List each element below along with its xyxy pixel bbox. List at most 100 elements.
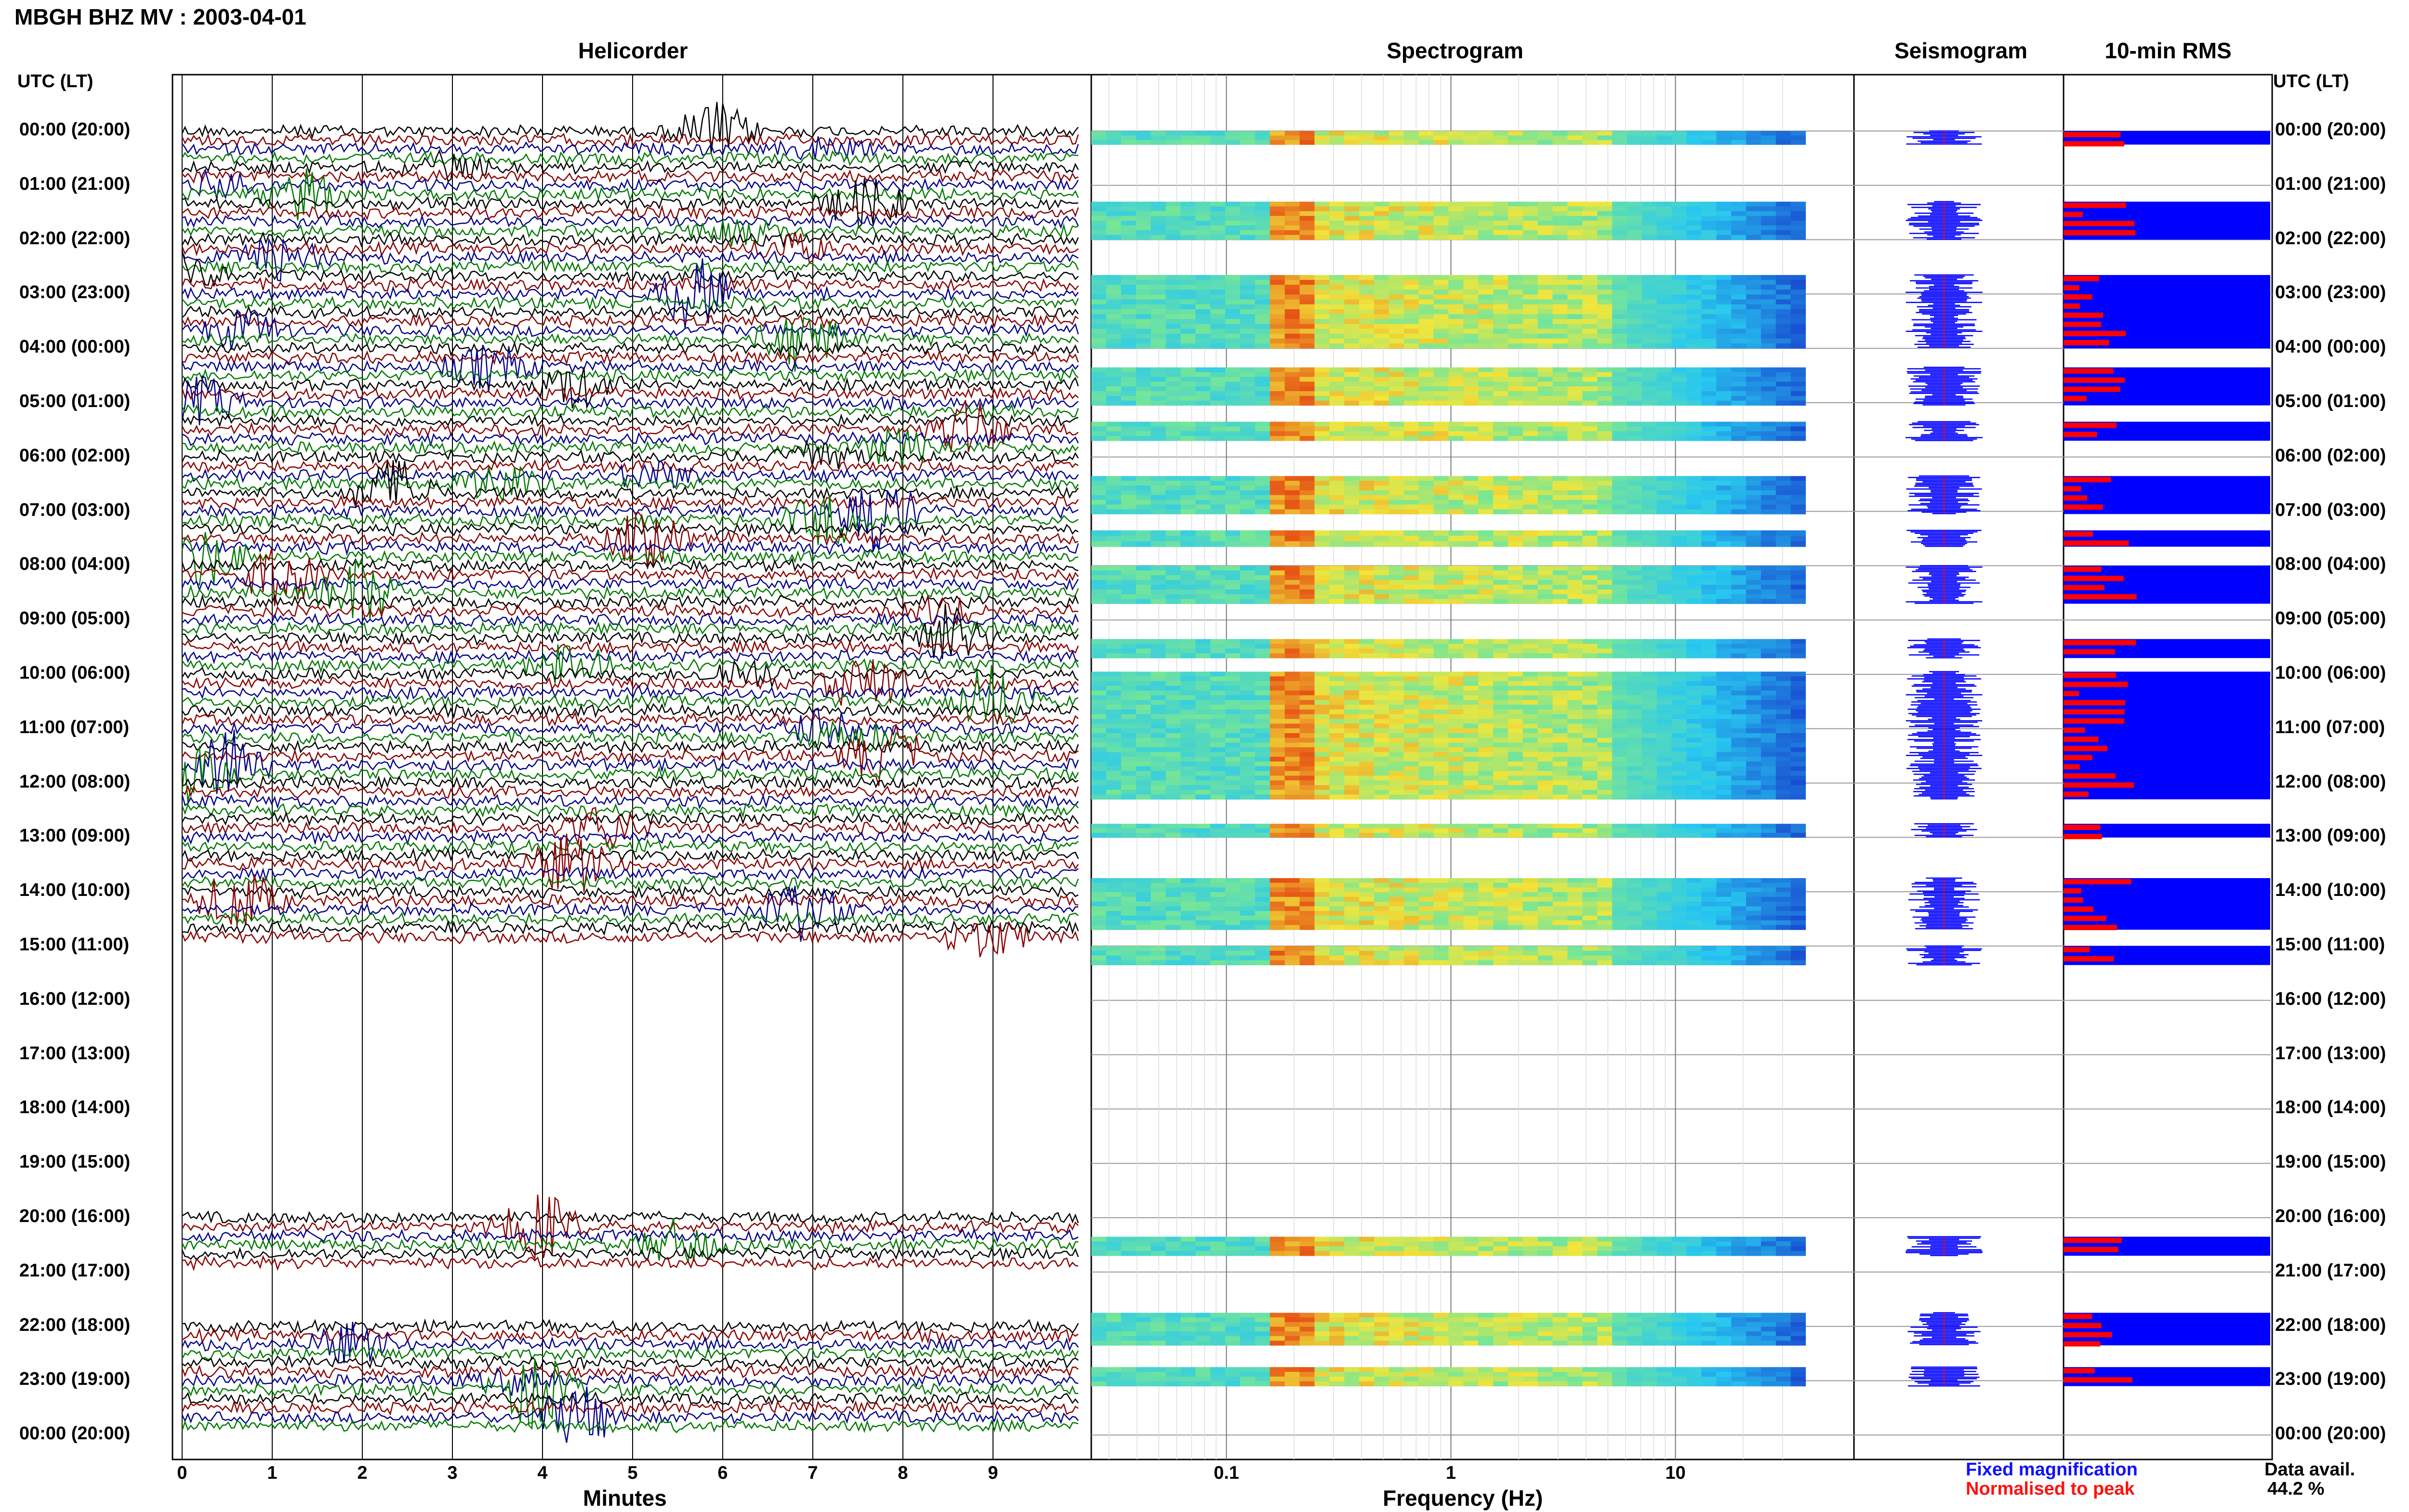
spectrogram-cell [1389, 747, 1404, 752]
spectrogram-cell [1240, 789, 1256, 795]
spectrogram-cell [1180, 381, 1196, 387]
spectrogram-cell [1136, 676, 1152, 682]
spectrogram-cell [1627, 705, 1642, 710]
spectrogram-cell [1463, 504, 1479, 510]
spectrogram-cell [1597, 594, 1613, 599]
spectrogram-cell [1195, 421, 1211, 427]
spectrogram-cell [1106, 901, 1122, 907]
spectrogram-cell [1537, 426, 1553, 432]
spectrogram-cell [1567, 367, 1583, 373]
spectrogram-cell [1344, 911, 1360, 916]
spectrogram-cell [1478, 671, 1494, 677]
spectrogram-cell [1433, 481, 1449, 486]
spectrogram-cell [1091, 719, 1107, 724]
spectrogram-cell [1195, 589, 1211, 595]
spectrogram-cell [1597, 225, 1613, 231]
spectrogram-cell [1284, 714, 1300, 720]
spectrogram-cell [1760, 892, 1776, 897]
spectrogram-cell [1240, 285, 1256, 290]
spectrogram-cell [1552, 421, 1568, 427]
spectrogram-cell [1463, 280, 1479, 285]
spectrogram-cell [1701, 690, 1717, 696]
spectrogram-cell [1299, 386, 1315, 392]
spectrogram-cell [1731, 495, 1747, 500]
spectrogram-cell [1106, 565, 1122, 571]
spectrogram-cell [1463, 304, 1479, 310]
spectrogram-cell [1314, 495, 1330, 500]
spectrogram-cell [1106, 896, 1122, 902]
spectrogram-cell [1790, 757, 1806, 762]
spectrogram-cell [1627, 737, 1642, 743]
spectrogram-cell [1121, 216, 1137, 221]
spectrogram-cell [1582, 915, 1598, 921]
spectrogram-cell [1760, 570, 1776, 576]
spectrogram-cell [1195, 671, 1211, 677]
spectrogram-cell [1180, 599, 1196, 604]
helicorder-trace [181, 723, 1079, 786]
spectrogram-cell [1656, 386, 1672, 392]
spectrogram-cell [1641, 757, 1657, 762]
spectrogram-cell [1686, 700, 1702, 705]
spectrogram-cell [1597, 426, 1613, 432]
spectrogram-cell [1433, 828, 1449, 833]
helicorder-trace [181, 313, 1079, 329]
spectrogram-cell [1597, 794, 1613, 800]
spectrogram-cell [1374, 575, 1390, 580]
spectrogram-cell [1612, 391, 1628, 396]
spectrogram-cell [1374, 794, 1390, 800]
spectrogram-cell [1151, 671, 1166, 677]
spectrogram-cell [1493, 742, 1509, 748]
spectrogram-cell [1671, 509, 1687, 514]
spectrogram-cell [1448, 135, 1464, 141]
spectrogram-cell [1552, 294, 1568, 300]
spectrogram-cell [1270, 280, 1285, 285]
spectrogram-cell [1240, 828, 1256, 833]
spectrogram-cell [1790, 828, 1806, 833]
spectrogram-cell [1612, 436, 1628, 441]
spectrogram-cell [1775, 766, 1791, 772]
spectrogram-cell [1418, 309, 1434, 315]
spectrogram-cell [1299, 536, 1315, 542]
spectrogram-cell [1790, 206, 1806, 211]
helicorder-trace [182, 1210, 1079, 1225]
spectrogram-cell [1403, 530, 1419, 536]
spectrogram-cell [1240, 211, 1256, 216]
spectrogram-cell [1389, 901, 1404, 907]
spectrogram-cell [1344, 481, 1360, 486]
spectrogram-cell [1627, 211, 1642, 216]
spectrogram-cell [1418, 644, 1434, 649]
spectrogram-cell [1195, 216, 1211, 221]
spectrogram-cell [1478, 714, 1494, 720]
spectrogram-cell [1671, 309, 1687, 315]
spectrogram-cell [1195, 728, 1211, 734]
spectrogram-cell [1671, 285, 1687, 290]
spectrogram-cell [1463, 131, 1479, 136]
spectrogram-cell [1270, 676, 1285, 682]
spectrogram-cell [1597, 599, 1613, 604]
spectrogram-cell [1448, 695, 1464, 700]
spectrogram-cell [1418, 676, 1434, 682]
spectrogram-cell [1284, 135, 1300, 141]
spectrogram-cell [1612, 785, 1628, 790]
spectrogram-cell [1686, 343, 1702, 349]
spectrogram-cell [1775, 705, 1791, 710]
spectrogram-cell [1240, 333, 1256, 339]
spectrogram-cell [1537, 737, 1553, 743]
spectrogram-cell [1270, 915, 1285, 921]
spectrogram-cell [1121, 275, 1137, 280]
spectrogram-cell [1731, 757, 1747, 762]
spectrogram-cell [1389, 700, 1404, 705]
spectrogram-cell [1403, 324, 1419, 329]
spectrogram-cell [1210, 476, 1226, 481]
spectrogram-cell [1344, 723, 1360, 729]
spectrogram-cell [1478, 824, 1494, 829]
spectrogram-cell [1389, 695, 1404, 700]
spectrogram-cell [1716, 329, 1732, 334]
spectrogram-cell [1731, 901, 1747, 907]
spectrogram-cell [1165, 377, 1181, 382]
spectrogram-cell [1403, 752, 1419, 757]
spectrogram-cell [1597, 671, 1613, 677]
spectrogram-cell [1522, 644, 1538, 649]
spectrogram-cell [1180, 275, 1196, 280]
spectrogram-cell [1463, 431, 1479, 436]
